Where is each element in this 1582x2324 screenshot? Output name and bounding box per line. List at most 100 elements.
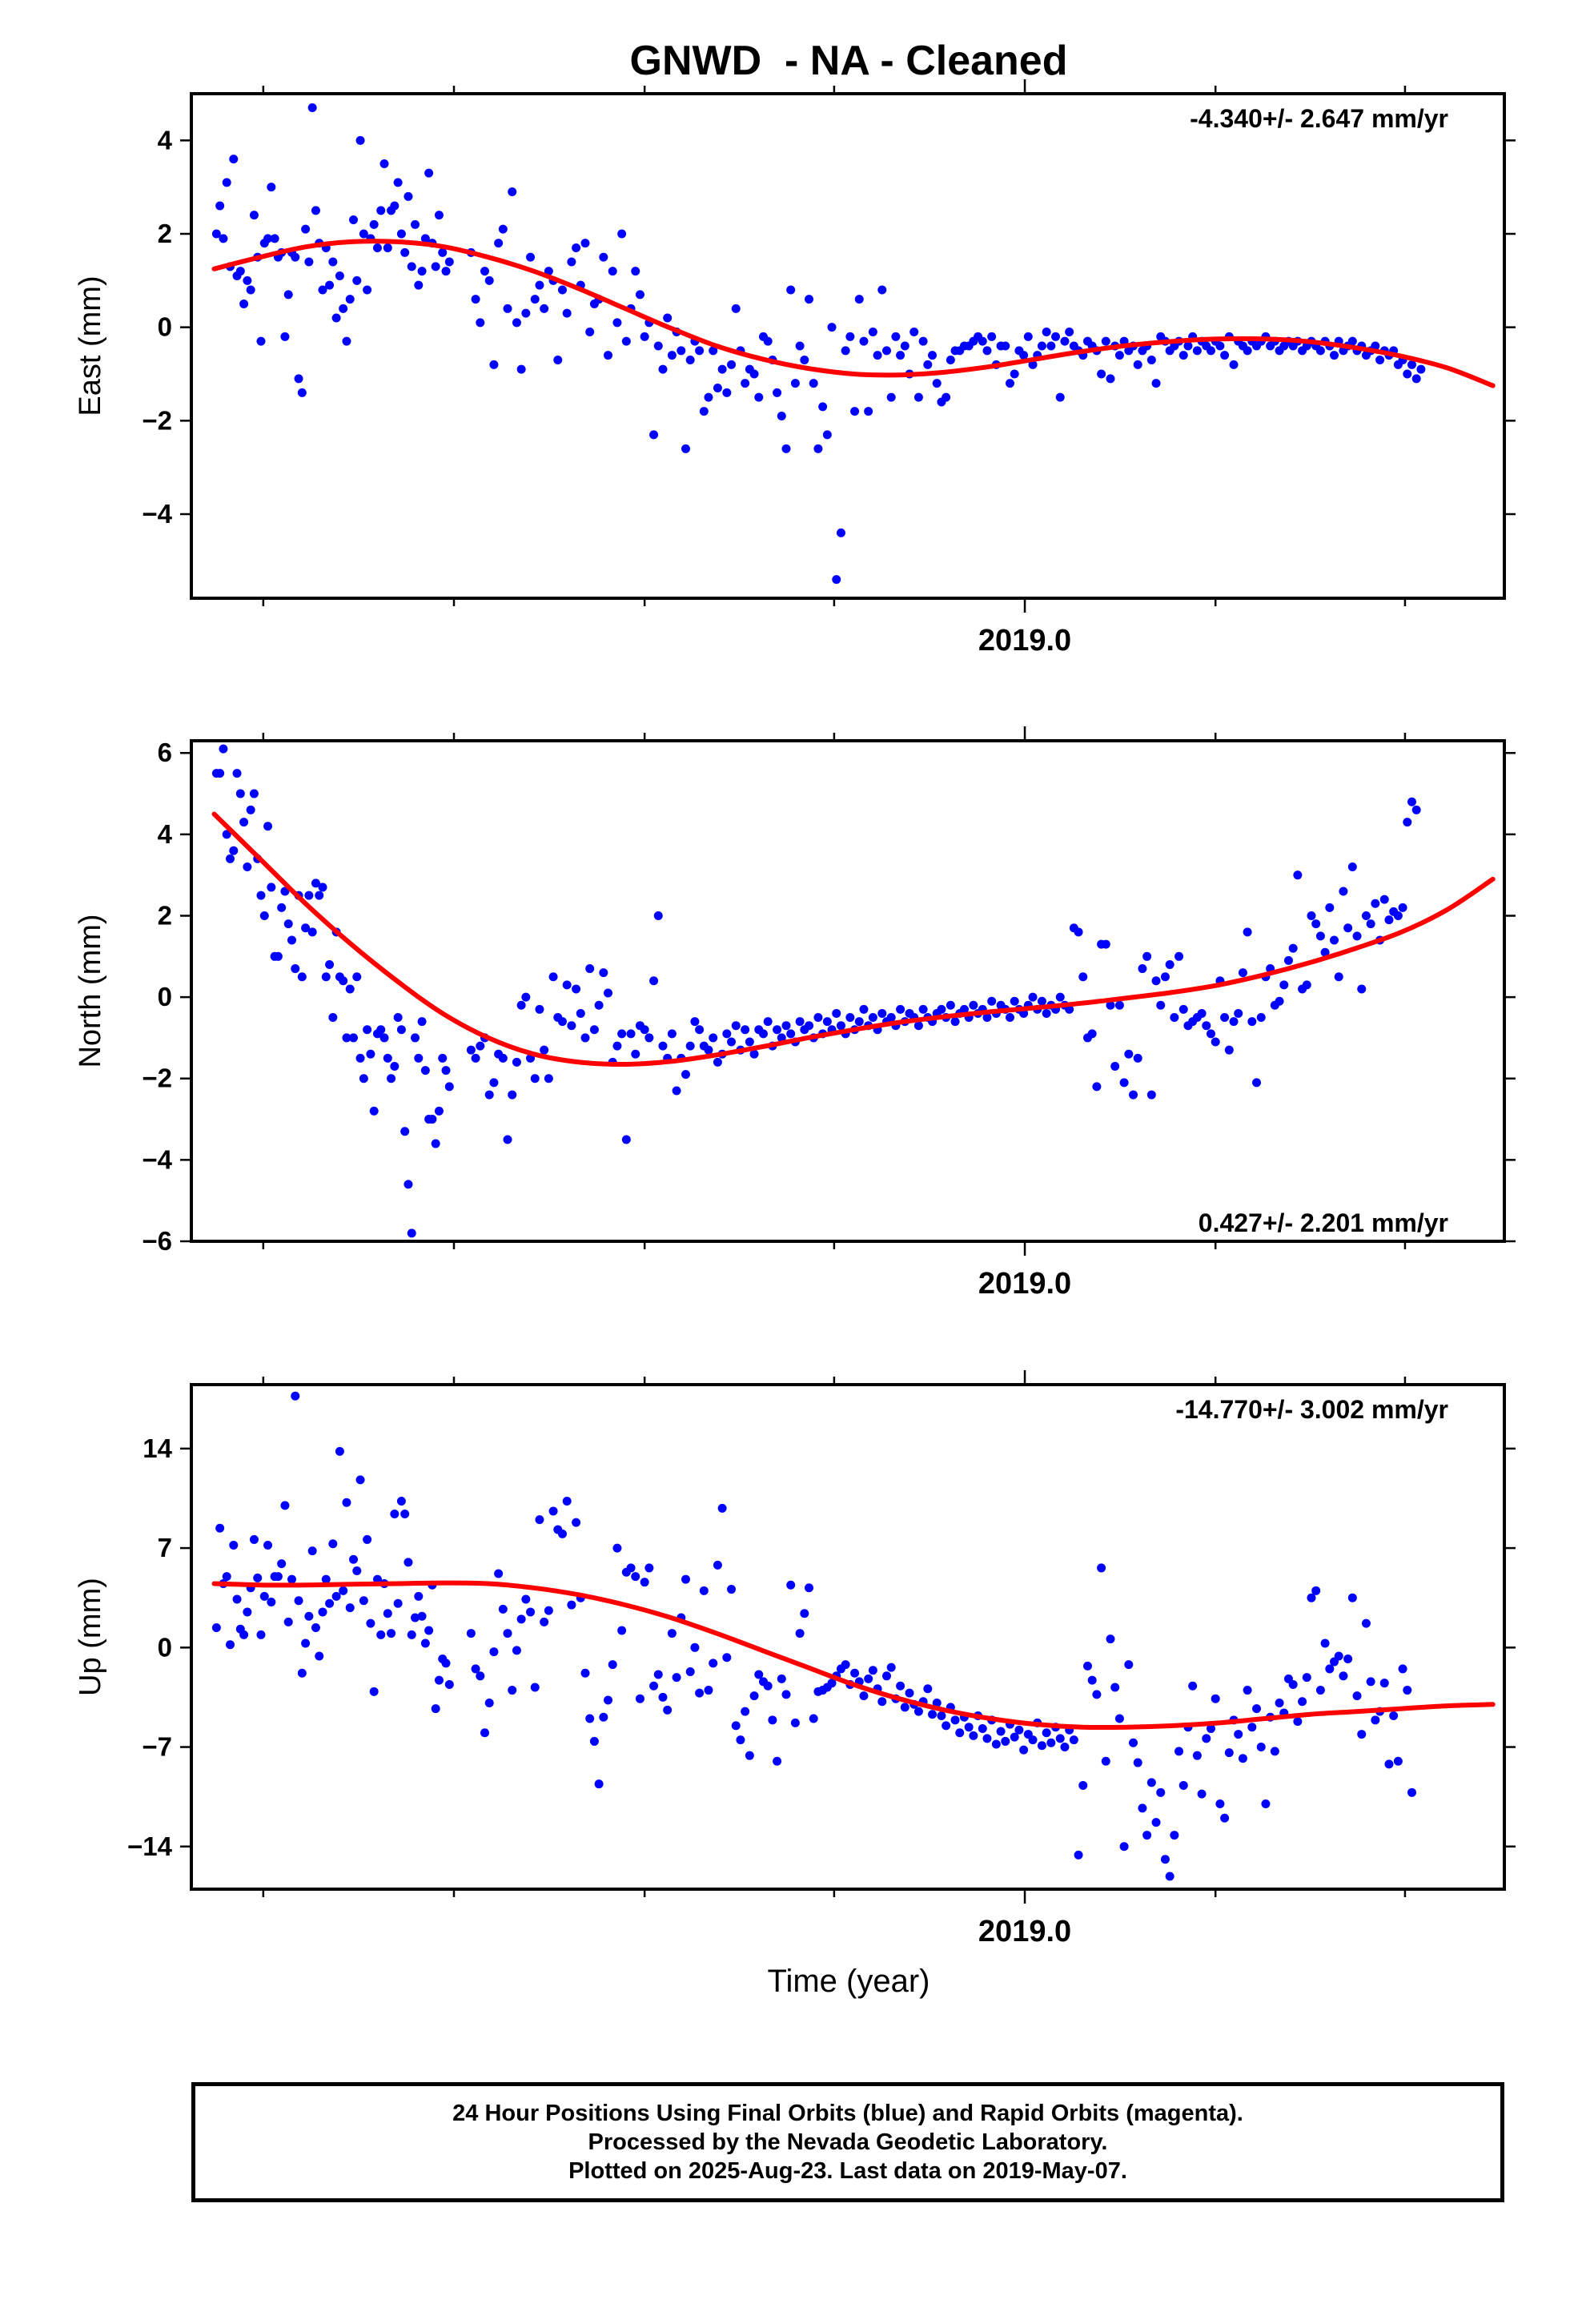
north-data-point (503, 1135, 512, 1144)
north-data-point (1411, 805, 1421, 814)
up-data-point (1215, 1799, 1225, 1809)
east-data-point (521, 308, 531, 318)
north-data-point (786, 1029, 796, 1039)
up-data-point (280, 1501, 290, 1510)
north-data-point (722, 1029, 732, 1039)
east-data-point (1097, 369, 1106, 379)
north-data-point (232, 769, 242, 778)
east-data-point (328, 257, 338, 267)
east-data-point (709, 346, 718, 356)
north-data-point (328, 1013, 338, 1023)
north-data-point (913, 1021, 923, 1031)
up-data-point (1315, 1686, 1325, 1695)
north-data-point (239, 818, 249, 827)
north-data-point (758, 1029, 768, 1039)
east-data-point (1106, 374, 1115, 384)
east-data-point (932, 379, 942, 388)
east-data-point (235, 267, 245, 276)
north-data-point (1006, 1013, 1015, 1023)
north-data-point (548, 972, 558, 982)
up-data-point (1366, 1677, 1375, 1687)
up-data-point (335, 1446, 344, 1456)
north-data-point (1247, 1017, 1257, 1027)
north-y-tick-label: 2 (158, 900, 172, 930)
up-data-point (991, 1739, 1001, 1749)
east-data-point (1421, 0, 1430, 5)
north-data-point (557, 1017, 567, 1027)
up-data-point (749, 1691, 759, 1701)
east-data-point (494, 239, 504, 248)
east-data-point (325, 280, 335, 290)
north-data-point (896, 1004, 905, 1014)
north-data-point (1174, 951, 1184, 961)
east-data-point (631, 267, 640, 276)
east-data-point (407, 262, 416, 271)
east-data-point (754, 392, 764, 402)
up-data-point (1421, 0, 1430, 5)
east-data-point (1065, 328, 1074, 336)
up-data-point (886, 1663, 896, 1672)
east-data-point (369, 219, 379, 229)
up-data-point (530, 1683, 540, 1692)
north-data-point (589, 1025, 599, 1035)
up-data-point (544, 1606, 553, 1615)
east-data-point (1476, 0, 1485, 5)
up-data-point (339, 1586, 348, 1595)
north-data-point (1334, 972, 1343, 982)
up-data-point (1439, 0, 1448, 5)
east-data-point (1183, 341, 1193, 351)
up-data-point (232, 1594, 242, 1604)
up-data-point (521, 1594, 531, 1604)
up-data-point (741, 1707, 750, 1716)
up-data-point (604, 1695, 613, 1705)
east-data-point (540, 304, 549, 313)
east-data-point (318, 285, 327, 295)
up-data-point (345, 1603, 355, 1613)
north-data-point (685, 1041, 695, 1051)
east-data-point (294, 374, 303, 384)
up-data-point (731, 1721, 741, 1731)
east-data-point (1472, 0, 1480, 5)
north-y-tick-label: −6 (142, 1226, 172, 1256)
north-data-point (508, 1090, 517, 1100)
east-data-point (372, 243, 382, 252)
up-data-point (1472, 0, 1480, 5)
north-data-point (301, 923, 311, 933)
up-data-point (503, 1629, 512, 1638)
north-y-tick-label: 0 (158, 982, 172, 1011)
north-data-point (1339, 887, 1348, 896)
east-data-point (1146, 356, 1156, 364)
up-data-point (297, 1668, 307, 1678)
north-data-point (1202, 1021, 1211, 1031)
north-data-point (1129, 1090, 1138, 1100)
up-data-point (913, 1707, 923, 1716)
up-data-point (763, 1681, 773, 1691)
north-y-tick-label: 6 (158, 738, 172, 767)
up-data-point (512, 1646, 521, 1655)
east-plot-frame (190, 92, 1506, 600)
up-data-point (722, 1653, 732, 1663)
up-data-point (1325, 1664, 1335, 1674)
up-data-point (249, 1534, 259, 1544)
north-data-point (617, 1029, 627, 1039)
up-data-point (1046, 1738, 1056, 1747)
up-data-point (1431, 0, 1439, 5)
up-data-point (964, 1723, 974, 1732)
north-data-point (540, 1045, 549, 1055)
north-data-point (1435, 0, 1443, 5)
north-data-point (411, 1033, 420, 1043)
up-data-point (256, 1630, 266, 1639)
up-y-tick-label: 7 (158, 1533, 172, 1562)
up-data-point (363, 1534, 372, 1544)
north-data-point (727, 1037, 737, 1047)
up-data-point (342, 1498, 351, 1507)
east-data-point (567, 257, 576, 267)
east-data-point (663, 313, 673, 323)
up-data-point (1361, 1618, 1371, 1628)
up-rate-annotation: -14.770+/- 3.002 mm/yr (1175, 1395, 1448, 1424)
north-data-point (291, 964, 300, 974)
up-data-point (441, 1659, 451, 1668)
up-data-point (1087, 1675, 1097, 1685)
footer-info-box: 24 Hour Positions Using Final Orbits (bl… (191, 2082, 1504, 2202)
